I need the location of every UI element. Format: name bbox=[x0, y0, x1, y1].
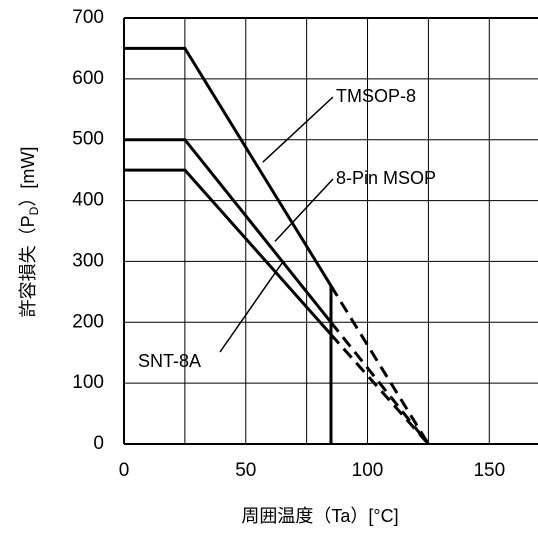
y-axis-title: 許容損失（PD）[mW] bbox=[18, 147, 41, 318]
series-snt-8a-line bbox=[124, 168, 333, 336]
x-tick-label: 150 bbox=[473, 460, 505, 481]
y-tick-label: 200 bbox=[72, 311, 104, 332]
x-tick-label: 100 bbox=[352, 460, 384, 481]
y-tick-label: 700 bbox=[72, 7, 104, 28]
x-tick-label: 50 bbox=[235, 460, 256, 481]
series-tmsop-8-dashed-extension bbox=[329, 285, 430, 445]
annotation-snt-8a-label: SNT-8A bbox=[138, 351, 201, 371]
annotations: TMSOP-8 8-Pin MSOP SNT-8A bbox=[138, 86, 436, 371]
y-axis-title-suffix: ）[mW] bbox=[18, 147, 38, 207]
y-tick-label: 400 bbox=[72, 190, 104, 211]
series-8-pin-msop-dashed-extension bbox=[329, 321, 430, 445]
annotation-8-pin-msop-leader bbox=[274, 178, 334, 242]
y-tick-label: 0 bbox=[93, 433, 104, 454]
annotation-8-pin-msop-label: 8-Pin MSOP bbox=[336, 168, 436, 188]
grid bbox=[123, 17, 538, 445]
y-tick-label: 100 bbox=[72, 372, 104, 393]
y-axis-title-subscript: D bbox=[27, 206, 41, 215]
y-tick-label: 600 bbox=[72, 68, 104, 89]
x-axis-title: 周囲温度（Ta）[°C] bbox=[241, 506, 398, 526]
series-tmsop-8-line bbox=[124, 46, 333, 287]
annotation-tmsop-8-label: TMSOP-8 bbox=[336, 86, 416, 106]
y-tick-label: 300 bbox=[72, 250, 104, 271]
y-axis-title-prefix: 許容損失（P bbox=[18, 215, 38, 317]
annotation-tmsop-8-leader bbox=[262, 96, 334, 163]
tick-labels: 0 50 100 150 0 100 200 300 400 500 600 700 bbox=[72, 7, 505, 481]
series-snt-8a-dashed-extension bbox=[329, 333, 430, 445]
series-8-pin-msop-line bbox=[124, 138, 333, 324]
annotation-snt-8a-leader bbox=[219, 262, 283, 353]
y-tick-label: 500 bbox=[72, 129, 104, 150]
x-tick-label: 0 bbox=[119, 460, 130, 481]
series bbox=[124, 46, 430, 445]
